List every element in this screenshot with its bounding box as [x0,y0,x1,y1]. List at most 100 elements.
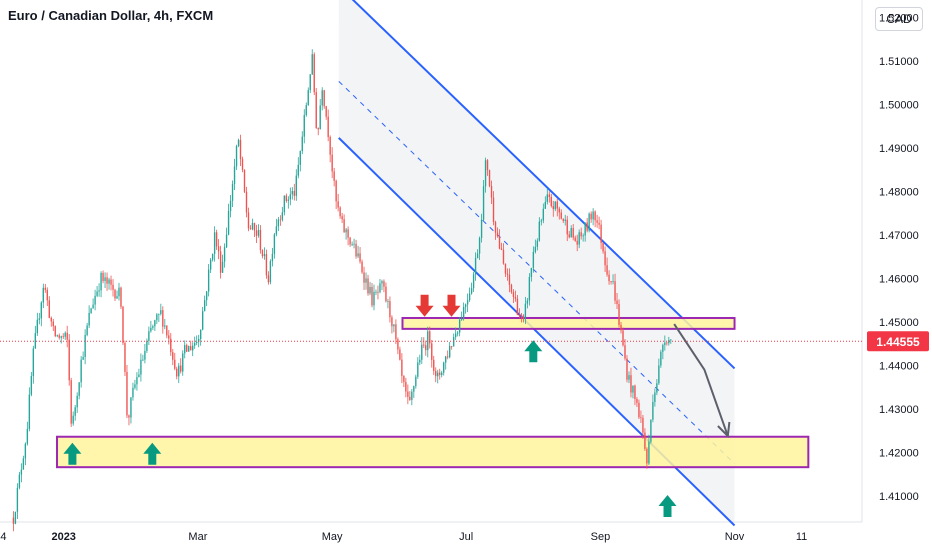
candle-body [652,402,654,420]
candle-body [345,229,347,233]
candle-body [100,272,102,291]
candle-body [560,212,562,219]
candle-body [311,54,313,75]
candle-body [542,208,545,221]
candle-body [60,336,62,338]
candle-body [62,336,64,338]
candle-body [265,254,268,276]
candle-body [618,303,620,326]
candle-body [484,160,487,187]
candle-body [120,287,122,307]
candle-body [584,222,586,236]
candle-body [640,417,642,419]
candle-body [395,324,397,340]
candle-body [604,251,606,266]
candle-body [337,201,339,208]
candle-body [275,226,278,235]
candle-body [606,265,608,275]
candle-body [58,335,60,338]
candle-body [443,362,445,373]
candle-body [327,116,329,137]
candle-body [128,415,130,418]
candle-body [662,344,664,352]
price-tick-label: 1.50000 [879,99,919,111]
candle-body [307,90,309,106]
time-axis[interactable]: 4 2023 Mar May Jul Sep Nov 11 [0,531,807,543]
candle-body [80,359,82,383]
candle-body [285,195,288,201]
candle-body [470,288,473,294]
candle-body [301,136,303,152]
sell-arrow-icon [415,294,434,317]
candle-body [333,171,335,181]
candle-body [399,349,401,360]
candle-body [184,345,186,354]
candle-body [349,237,351,245]
candle-body [478,238,481,254]
candle-body [409,396,411,400]
candle-body [325,106,327,117]
candle-body [664,342,666,345]
candle-body [303,115,305,137]
candle-body [271,253,274,262]
candle-body [102,272,104,281]
zone-layer [56,316,810,469]
candle-body [359,253,361,262]
candle-body [644,432,646,449]
currency-button[interactable]: CAD [875,7,923,31]
price-axis[interactable]: 1.41000 1.42000 1.43000 1.44000 1.45000 1.460… [879,12,919,503]
candle-body [363,272,365,283]
candle-body [512,292,515,298]
candle-body [550,197,552,207]
candle-body [634,385,636,400]
candle-body [415,376,417,387]
candle-body [608,274,610,282]
candle-body [564,219,566,221]
candle-body [331,154,333,172]
candle-body [385,286,387,302]
candle-body [508,274,511,285]
candle-body [548,194,550,198]
last-price-tag [867,331,929,352]
candle-body [76,395,78,408]
candle-body [578,232,580,245]
candle-body [144,350,146,360]
candle-body [546,194,548,202]
price-scale-background [862,0,932,550]
candle-body [494,221,497,233]
candle-body [530,267,533,277]
candle-body [199,329,202,340]
candle-body [74,407,76,416]
candle-body [516,298,519,315]
candle-body [225,234,228,248]
candle-body [329,136,331,155]
candle-body [50,317,52,322]
candle-body [367,278,369,294]
candle-body [540,220,543,222]
candle-body [48,300,50,318]
candle-body [168,335,170,339]
candle-body [552,206,554,210]
candle-body [632,385,634,393]
price-tick-label: 1.51000 [879,56,919,68]
candle-body [417,362,419,377]
candle-body [536,240,539,247]
candle-body [92,304,94,309]
candle-body [243,169,246,192]
candle-body [233,166,236,185]
candle-body [458,319,461,333]
candle-body [670,339,672,341]
candle-body [339,207,341,217]
candle-body [393,324,395,327]
candle-body [556,201,558,209]
candle-body [138,374,140,378]
candle-body [506,273,509,275]
candle-body [287,199,290,201]
candle-body [361,261,363,273]
candle-body [279,219,282,221]
candle-body [379,283,381,293]
candle-body [502,249,505,264]
candle-body [140,359,142,375]
candle-body [666,342,668,344]
